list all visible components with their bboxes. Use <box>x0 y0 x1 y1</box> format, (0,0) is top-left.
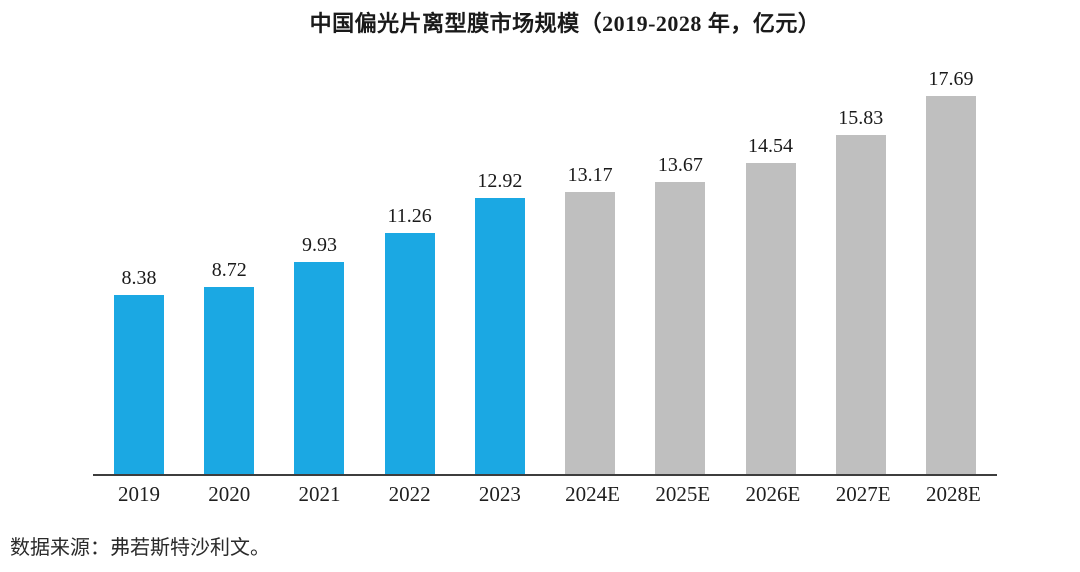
bar-group-2020: 8.72 <box>204 258 255 474</box>
bar-group-2025E: 13.67 <box>655 153 706 474</box>
x-axis-label-2019: 2019 <box>118 482 160 506</box>
x-axis-label-2020: 2020 <box>208 482 251 506</box>
bar-2020 <box>204 287 255 474</box>
bar-value-label: 13.17 <box>567 164 613 187</box>
bar-value-label: 13.67 <box>657 153 703 176</box>
bar-group-2028E: 17.69 <box>925 67 976 474</box>
bar-group-2027E: 15.83 <box>835 106 886 474</box>
bar-value-label: 11.26 <box>387 205 432 228</box>
bar-value-label: 17.69 <box>928 67 974 90</box>
bar-value-label: 12.92 <box>477 169 523 192</box>
bar-2024E <box>565 192 616 474</box>
bar-group-2019: 8.38 <box>114 266 164 474</box>
x-axis-label-2025E: 2025E <box>655 482 711 506</box>
bar-value-label: 8.72 <box>211 259 247 282</box>
bar-value-label: 8.38 <box>121 266 157 289</box>
bar-value-label: 14.54 <box>748 134 794 157</box>
bar-2023 <box>474 197 525 474</box>
bar-group-2022: 11.26 <box>384 204 435 474</box>
bar-2025E <box>655 181 706 474</box>
bar-2022 <box>384 233 435 474</box>
chart-title: 中国偏光片离型膜市场规模（2019-2028 年，亿元） <box>309 11 821 36</box>
bars-row: 8.38 8.72 9.93 11.26 12.92 13.17 13.67 14.54 15.… <box>93 60 997 474</box>
x-axis-label-2023: 2023 <box>478 482 521 506</box>
bar-2021 <box>294 261 345 474</box>
bar-value-label: 9.93 <box>301 233 337 256</box>
bar-2019 <box>114 294 164 474</box>
bar-2028E <box>925 95 976 474</box>
x-axis-label-2027E: 2027E <box>835 482 891 506</box>
plot-area: 8.38 8.72 9.93 11.26 12.92 13.17 13.67 14.54 15.… <box>93 60 997 476</box>
bar-group-2024E: 13.17 <box>565 163 616 474</box>
x-axis-label-2021: 2021 <box>298 482 341 506</box>
x-axis-label-2028E: 2028E <box>925 482 981 506</box>
x-axis-label-2026E: 2026E <box>745 482 801 506</box>
bar-2026E <box>745 162 796 474</box>
bar-group-2026E: 14.54 <box>745 134 796 474</box>
source-note: 数据来源：弗若斯特沙利文。 <box>10 537 270 559</box>
x-axis-label-2022: 2022 <box>388 482 431 506</box>
bar-group-2023: 12.92 <box>474 169 525 474</box>
x-axis-labels-row: 2019 2020 2021 2022 2023 2024E 2025E 2026E 2027E… <box>93 482 997 507</box>
bar-2027E <box>835 135 886 474</box>
x-axis-label-2024E: 2024E <box>565 482 620 506</box>
bar-group-2021: 9.93 <box>294 233 345 474</box>
bar-value-label: 15.83 <box>838 107 884 130</box>
